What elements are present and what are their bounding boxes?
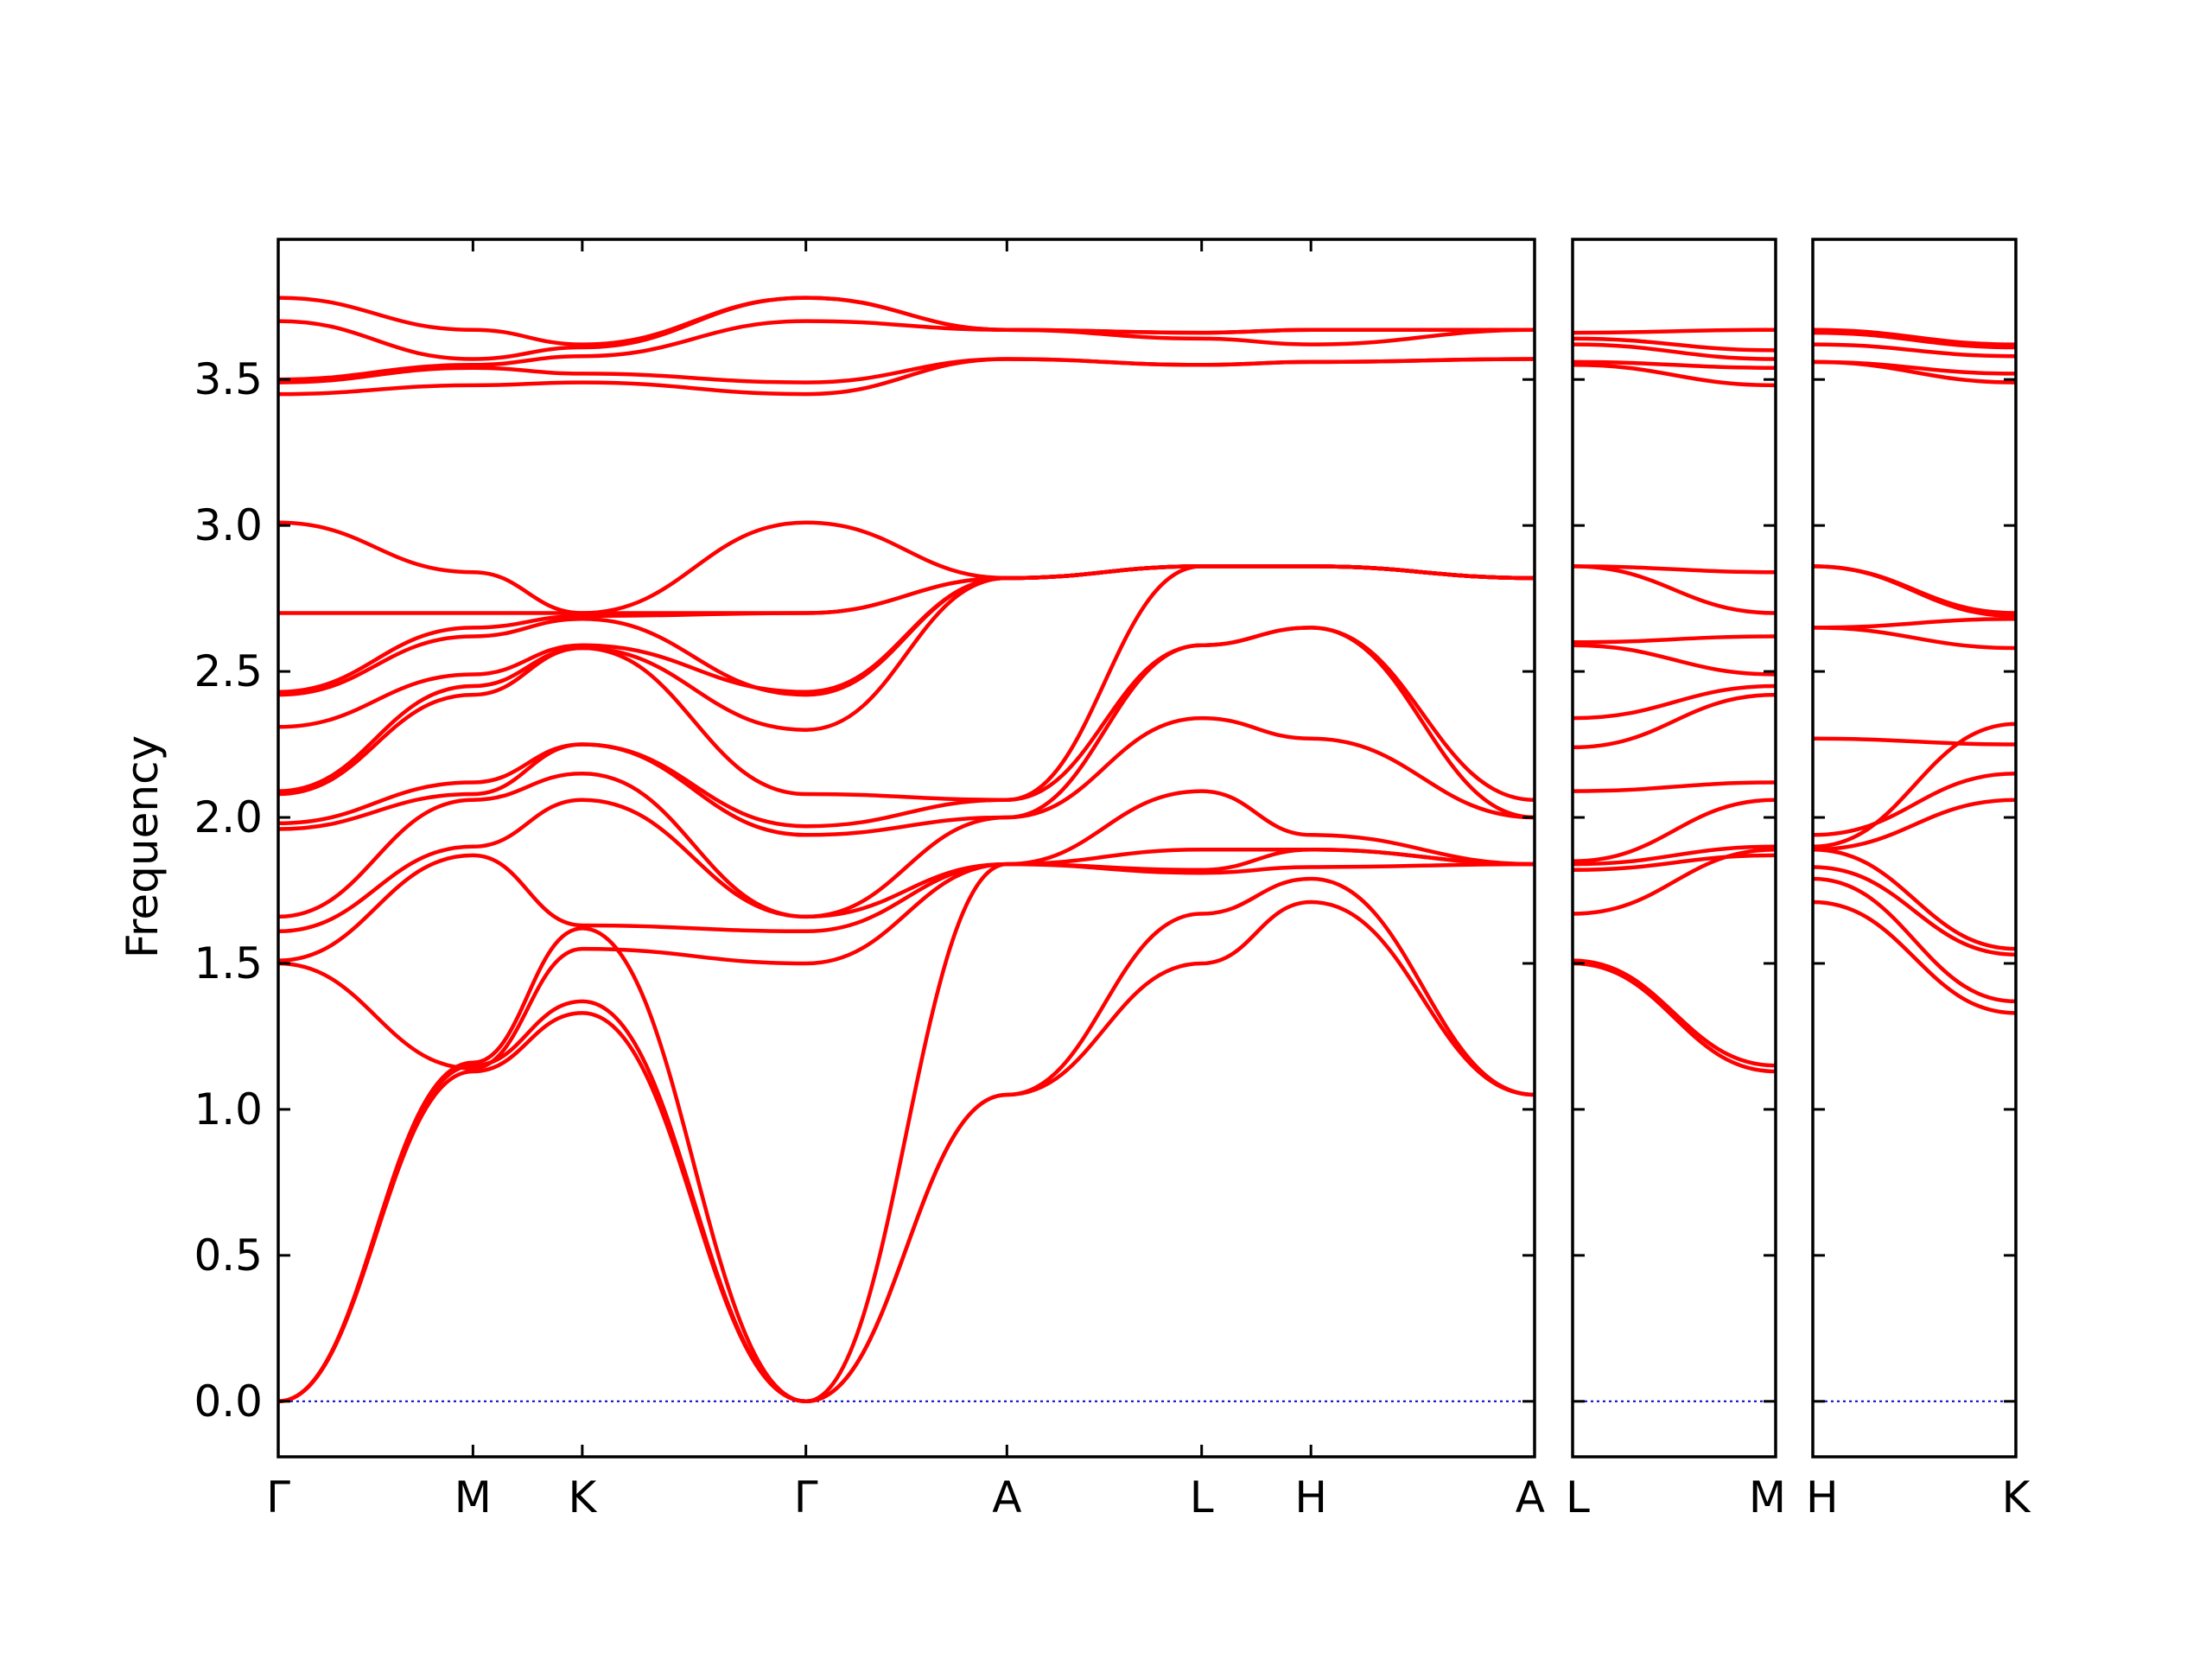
y-tick-label: 0.5 <box>194 1230 263 1281</box>
band-b5-line <box>277 847 1535 963</box>
band-b10-line <box>1812 617 2017 630</box>
band-b9-line <box>277 626 1535 829</box>
y-tick-label: 0.0 <box>194 1376 263 1427</box>
band-b19-line <box>277 319 1535 382</box>
band-b3-line <box>1572 853 1777 873</box>
x-tick-label: Γ <box>794 1472 818 1522</box>
band-b7-line <box>277 715 1535 919</box>
band-b2-line <box>1812 876 2017 1004</box>
band-b15-line <box>1572 359 1777 370</box>
band-b11-line <box>1572 634 1777 645</box>
band-b18-line <box>277 357 1535 385</box>
band-b2-line <box>1572 958 1777 1068</box>
band-b6-line <box>1812 772 2017 837</box>
x-tick-label: A <box>1516 1472 1545 1522</box>
y-tick-label: 2.0 <box>194 792 263 842</box>
band-b4-line <box>1812 847 2017 951</box>
band-b6-line <box>1572 798 1777 863</box>
y-tick-label: 3.5 <box>194 354 263 404</box>
y-tick-label: 1.5 <box>194 938 263 988</box>
band-b2-line <box>277 876 1535 1404</box>
band-b8-line <box>1572 692 1777 750</box>
y-tick-label: 3.0 <box>194 500 263 550</box>
x-tick-label: H <box>1294 1472 1327 1522</box>
band-b10-line <box>1572 643 1777 677</box>
band-b21-line <box>277 296 1535 346</box>
y-tick-label: 2.5 <box>194 646 263 696</box>
x-tick-label: M <box>454 1472 492 1522</box>
y-axis-label: Frequency <box>118 735 168 958</box>
x-tick-label: Γ <box>266 1472 290 1522</box>
panel-frame <box>1571 238 1777 1459</box>
band-b13-line <box>1572 564 1777 575</box>
x-tick-label: A <box>992 1472 1021 1522</box>
band-b8-line <box>1812 721 2017 849</box>
band-b16-line <box>277 520 1535 615</box>
band-b12-line <box>1812 564 2017 615</box>
band-b3-line <box>1812 865 2017 957</box>
y-tick-label: 1.0 <box>194 1084 263 1135</box>
band-b5-line <box>1572 847 1777 916</box>
band-b5-line <box>1812 798 2017 852</box>
band-b1-line <box>1812 899 2017 1015</box>
x-tick-label: L <box>1190 1472 1214 1522</box>
band-b6-line <box>277 789 1535 934</box>
band-b4-line <box>1572 844 1777 867</box>
band-b1-line <box>1572 961 1777 1074</box>
x-tick-label: K <box>2002 1472 2031 1522</box>
band-b3-line <box>277 861 1535 1404</box>
panel-1: 0.0 0.5 1.0 1.5 2.0 2.5 3.0 3.5 Γ M K Γ A L H A <box>194 238 1545 1522</box>
band-b16-line <box>1812 330 2017 350</box>
x-tick-label: K <box>568 1472 597 1522</box>
x-tick-label: H <box>1806 1472 1839 1522</box>
band-b18-line <box>1572 327 1777 335</box>
panel-frame <box>276 238 1536 1459</box>
band-b17-line <box>1812 327 2017 346</box>
panels: 0.00.51.01.52.02.53.03.5Γ M K Γ A L H A L M H K <box>194 238 2031 1522</box>
band-b17-line <box>1572 336 1777 353</box>
band-b15-line <box>1812 342 2017 359</box>
band-b14-line <box>1572 363 1777 388</box>
band-b7-line <box>1812 736 2017 747</box>
band-b16-line <box>1572 342 1777 361</box>
band-b14-line <box>1812 359 2017 376</box>
x-tick-label: L <box>1566 1472 1590 1522</box>
band-b7-line <box>1572 780 1777 793</box>
band-b9-line <box>1572 683 1777 721</box>
x-tick-label: M <box>1749 1472 1786 1522</box>
panel-frame <box>1811 238 2018 1459</box>
